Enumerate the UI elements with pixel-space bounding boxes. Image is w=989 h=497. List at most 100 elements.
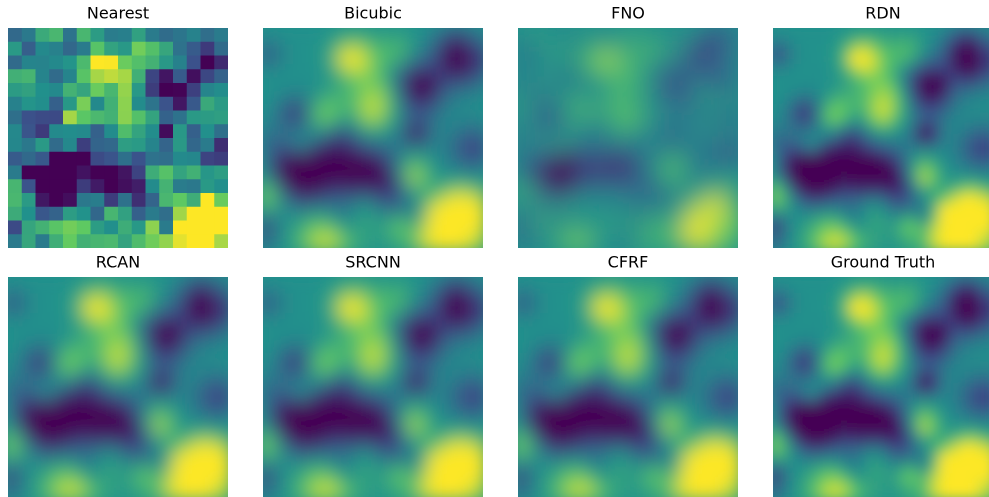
pixel <box>118 193 132 207</box>
image-texture <box>514 24 742 252</box>
image-texture <box>259 273 487 497</box>
pixel <box>214 221 228 235</box>
pixel <box>36 207 50 221</box>
pixel <box>77 179 91 193</box>
pixel <box>104 179 118 193</box>
texture-cell <box>214 483 232 497</box>
pixel <box>8 42 22 56</box>
pixel <box>201 138 215 152</box>
pixel <box>173 28 187 42</box>
pixel <box>146 69 160 83</box>
pixel <box>49 124 63 138</box>
pixel <box>36 138 50 152</box>
pixel <box>77 124 91 138</box>
pixel <box>132 124 146 138</box>
pixel <box>201 124 215 138</box>
pixel <box>132 166 146 180</box>
pixel <box>173 69 187 83</box>
pixel <box>159 166 173 180</box>
pixel <box>173 152 187 166</box>
pixel <box>214 193 228 207</box>
pixel <box>91 42 105 56</box>
panel-image <box>769 273 989 497</box>
pixel <box>49 179 63 193</box>
pixel <box>104 69 118 83</box>
pixel <box>173 179 187 193</box>
pixel <box>63 83 77 97</box>
pixel <box>146 111 160 125</box>
pixel <box>104 138 118 152</box>
pixel <box>77 69 91 83</box>
pixel <box>132 56 146 70</box>
pixel <box>187 83 201 97</box>
pixel <box>104 207 118 221</box>
pixel <box>8 111 22 125</box>
pixel <box>187 124 201 138</box>
pixel <box>8 28 22 42</box>
pixel <box>49 111 63 125</box>
pixel <box>146 124 160 138</box>
pixel <box>187 221 201 235</box>
pixel <box>77 83 91 97</box>
pixel <box>201 42 215 56</box>
pixel <box>187 42 201 56</box>
pixel <box>146 42 160 56</box>
pixel <box>36 124 50 138</box>
pixel <box>91 193 105 207</box>
pixel <box>63 111 77 125</box>
pixel <box>91 179 105 193</box>
pixel <box>201 28 215 42</box>
pixel <box>22 28 36 42</box>
pixel <box>159 221 173 235</box>
pixel <box>187 138 201 152</box>
pixel <box>132 69 146 83</box>
pixel <box>8 152 22 166</box>
pixel <box>8 124 22 138</box>
pixel <box>36 83 50 97</box>
pixel <box>8 56 22 70</box>
pixel <box>36 221 50 235</box>
pixel <box>8 221 22 235</box>
pixel <box>187 69 201 83</box>
pixel <box>214 207 228 221</box>
pixel <box>146 56 160 70</box>
pixel <box>49 97 63 111</box>
pixel <box>104 234 118 248</box>
pixel <box>8 69 22 83</box>
pixel <box>159 152 173 166</box>
pixel <box>159 28 173 42</box>
image-texture <box>259 24 487 252</box>
panel-title: FNO <box>611 4 645 23</box>
pixel <box>49 28 63 42</box>
pixel <box>63 42 77 56</box>
pixel <box>118 42 132 56</box>
panel-image <box>259 24 487 252</box>
pixel <box>36 179 50 193</box>
pixel <box>104 124 118 138</box>
pixel <box>214 138 228 152</box>
texture-cell <box>469 483 487 497</box>
pixel <box>146 207 160 221</box>
pixel <box>187 207 201 221</box>
pixel <box>214 69 228 83</box>
texture-cell <box>979 234 989 252</box>
pixel <box>118 166 132 180</box>
pixel <box>159 97 173 111</box>
texture-cell <box>724 483 742 497</box>
pixel <box>36 152 50 166</box>
pixel <box>104 56 118 70</box>
pixel <box>214 83 228 97</box>
pixel <box>91 124 105 138</box>
pixel <box>77 97 91 111</box>
pixel <box>187 111 201 125</box>
pixel <box>104 42 118 56</box>
pixel <box>201 69 215 83</box>
panel-image <box>8 28 228 248</box>
panel-title: Ground Truth <box>831 253 936 272</box>
pixel <box>91 83 105 97</box>
pixel <box>8 166 22 180</box>
pixel <box>159 83 173 97</box>
pixel <box>36 234 50 248</box>
pixel <box>118 234 132 248</box>
pixel <box>91 221 105 235</box>
